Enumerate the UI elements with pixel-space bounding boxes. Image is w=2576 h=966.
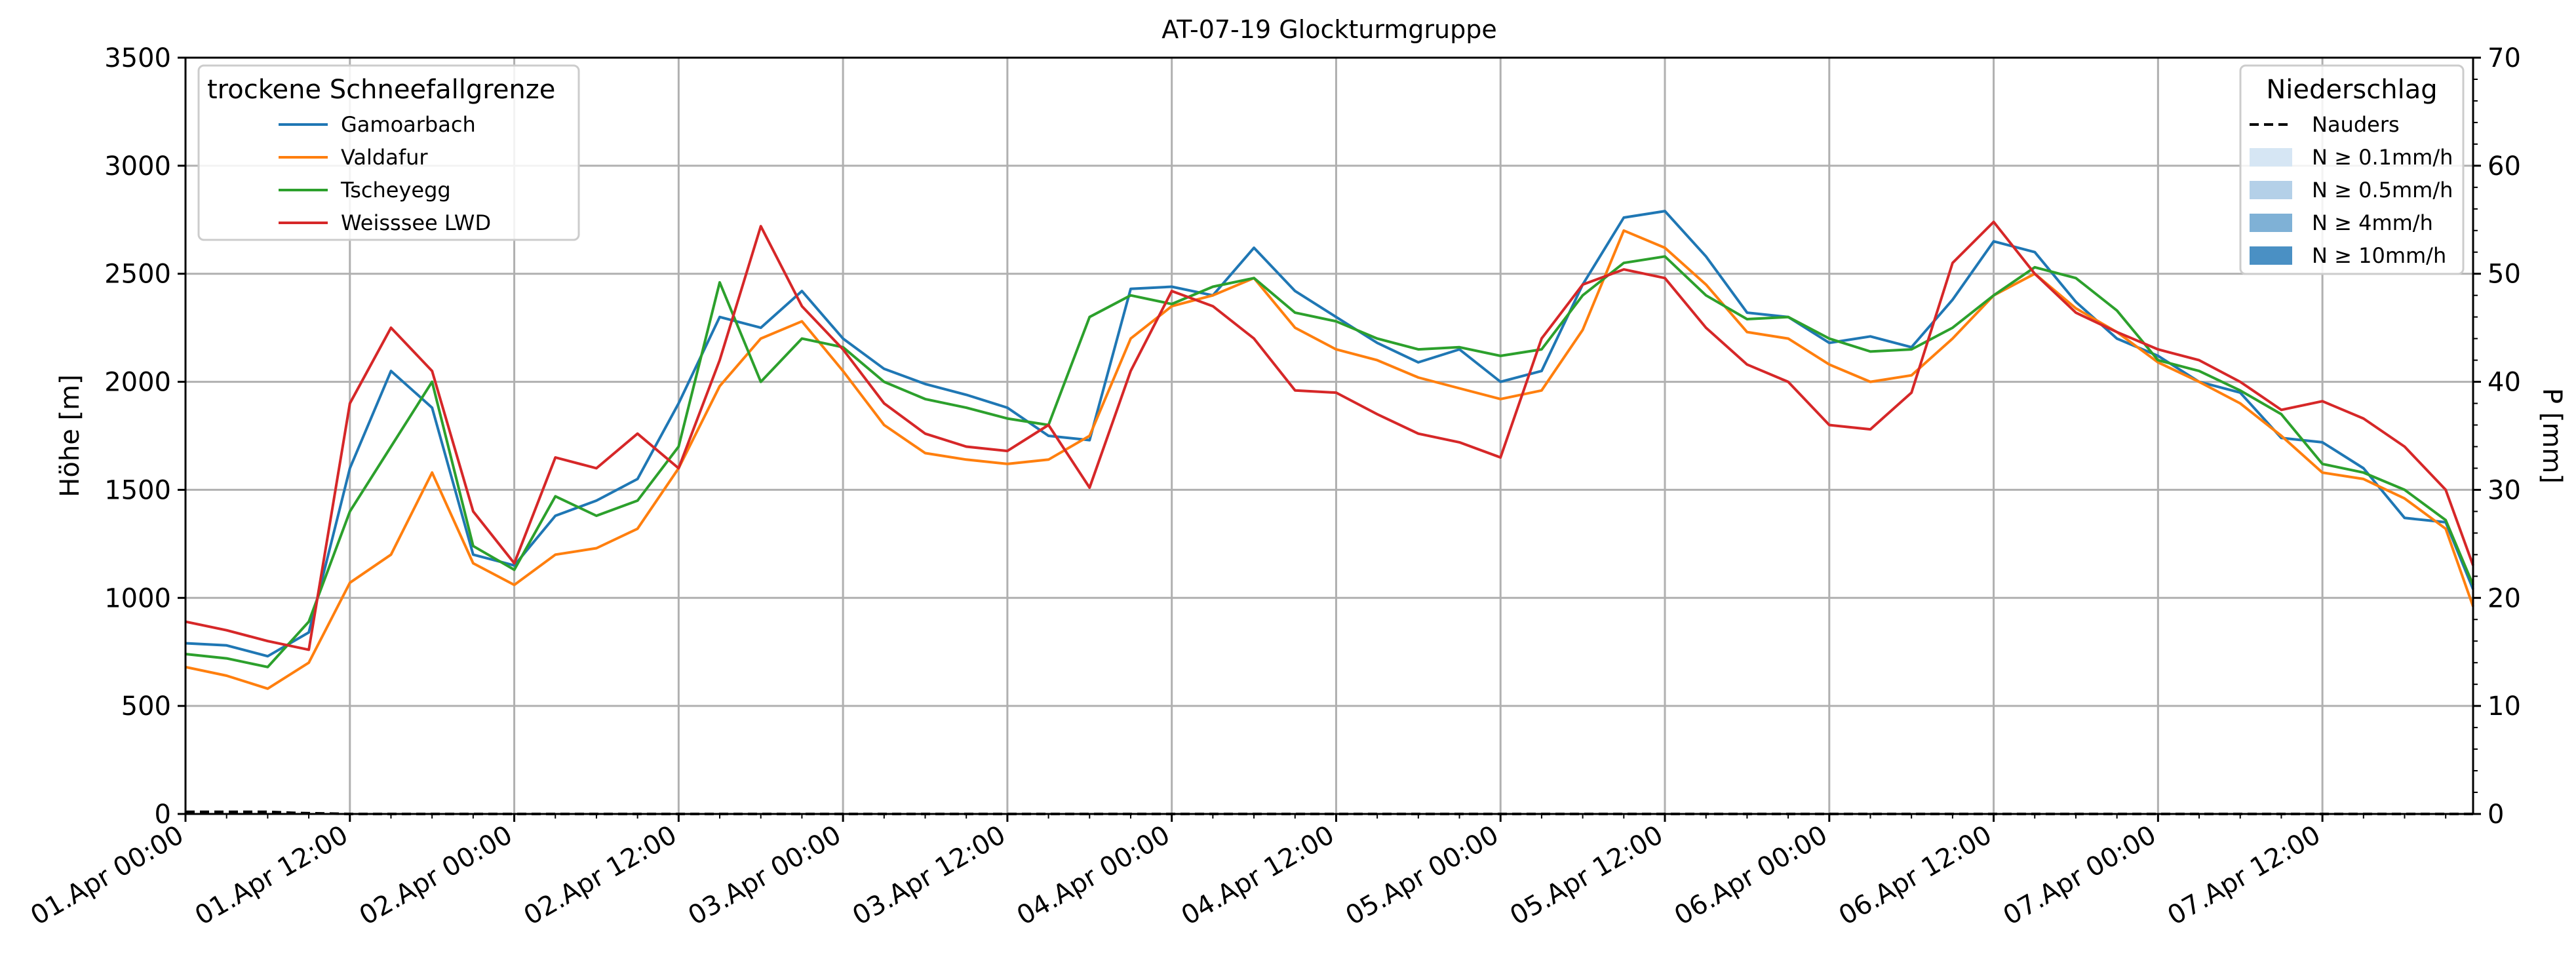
legend-precipitation-box <box>2239 64 2465 275</box>
right-tick-label: 60 <box>2488 151 2521 182</box>
legend-precipitation-label: Nauders <box>2312 112 2400 137</box>
left-tick-label: 3000 <box>104 151 171 182</box>
left-axis: 0 500 1000 1500 2000 2500 3000 3500 <box>104 43 185 830</box>
left-tick-label: 2500 <box>104 260 171 290</box>
legend-precipitation-label: N ≥ 0.5mm/h <box>2312 178 2453 203</box>
right-tick-label: 10 <box>2488 691 2521 722</box>
right-tick-label: 70 <box>2488 43 2521 73</box>
left-tick-label: 2000 <box>104 368 171 398</box>
legend-precipitation-label: N ≥ 4mm/h <box>2312 210 2433 235</box>
legend-precipitation-swatch <box>2250 246 2292 265</box>
y-axis-label: Höhe [m] <box>55 374 85 497</box>
legend-precipitation-swatch <box>2250 181 2292 199</box>
right-axis: 0 10 20 30 40 50 60 70 <box>2473 43 2521 830</box>
legend-snowline-label: Gamoarbach <box>341 112 476 137</box>
legend-snowline-box <box>197 64 580 241</box>
left-tick-label: 1500 <box>104 475 171 505</box>
legend-snowline-label: Tscheyegg <box>340 178 451 203</box>
right-tick-label: 30 <box>2488 475 2521 505</box>
data-lines <box>185 210 2474 690</box>
chart-title: AT-07-19 Glockturmgruppe <box>1161 15 1497 44</box>
plot-frame <box>184 56 2474 815</box>
right-tick-label: 20 <box>2488 583 2521 613</box>
legend-snowline-title: trockene Schneefallgrenze <box>207 75 555 105</box>
legend-snowline-label: Weisssee LWD <box>341 210 491 235</box>
left-tick-label: 500 <box>121 691 171 722</box>
right-tick-label: 50 <box>2488 260 2521 290</box>
y2-axis-label: P [mm] <box>2537 388 2567 484</box>
left-tick-label: 0 <box>155 800 171 830</box>
left-tick-label: 1000 <box>104 583 171 613</box>
legend-precipitation: Niederschlag Nauders N ≥ 0.1mm/h N ≥ 0.5mm… <box>2239 64 2465 275</box>
legend-snowline: trockene Schneefallgrenze Gamoarbach Vald… <box>197 64 580 241</box>
left-tick-label: 3500 <box>104 43 171 73</box>
legend-snowline-label: Valdafur <box>341 145 428 170</box>
series-line-2 <box>185 255 2474 668</box>
legend-precipitation-label: N ≥ 10mm/h <box>2312 243 2446 268</box>
series-line-3 <box>185 220 2474 651</box>
right-tick-label: 0 <box>2488 800 2504 830</box>
legend-precipitation-label: N ≥ 0.1mm/h <box>2312 145 2453 170</box>
legend-precipitation-swatch <box>2250 148 2292 166</box>
legend-precipitation-swatch <box>2250 214 2292 232</box>
legend-precipitation-title: Niederschlag <box>2266 75 2437 105</box>
right-tick-label: 40 <box>2488 368 2521 398</box>
